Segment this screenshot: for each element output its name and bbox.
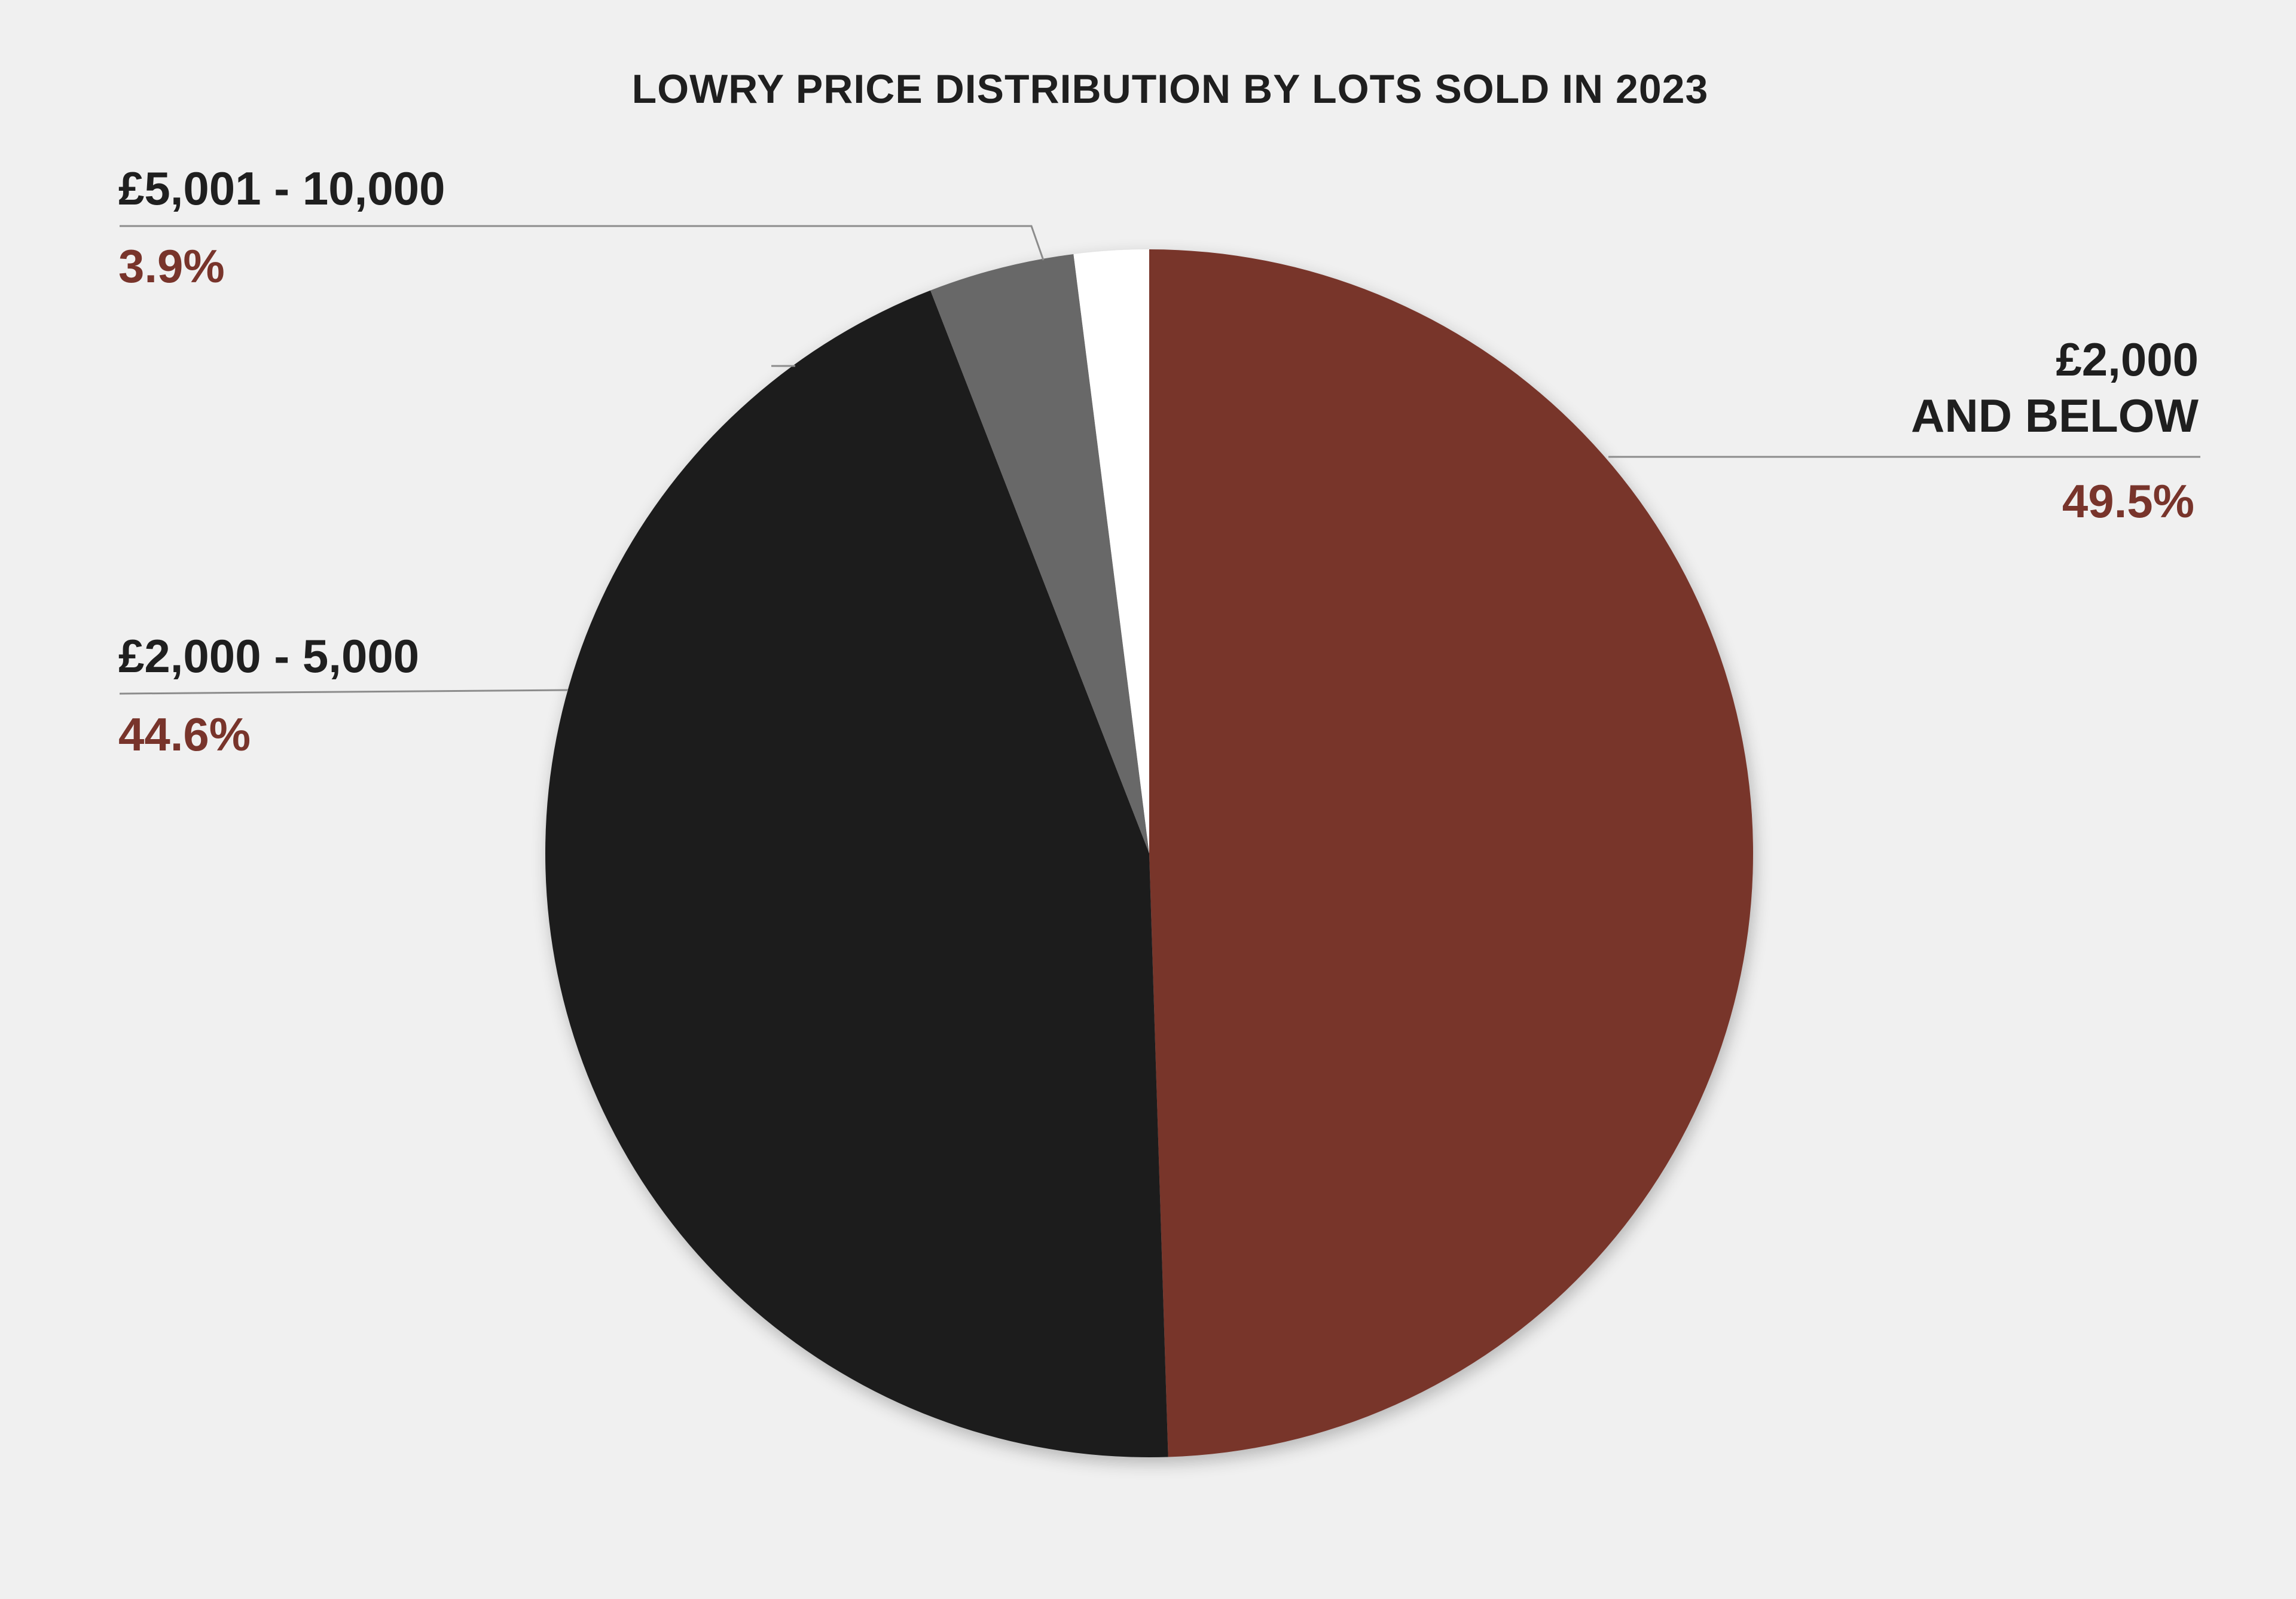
pie-slices xyxy=(545,249,1754,1458)
slice-top-white xyxy=(1073,249,1149,853)
slice-5001-10000 xyxy=(930,254,1149,854)
slice-value-2000-below: 49.5% xyxy=(2062,475,2194,527)
slice-label-2000-5000: £2,000 - 5,000 xyxy=(118,630,419,682)
slice-label-5001-10000: £5,001 - 10,000 xyxy=(118,162,445,215)
slice-label-2000-below-line2: AND BELOW xyxy=(1911,389,2199,442)
slice-2000-and-below xyxy=(1149,249,1754,1457)
leader-line-2000-5000 xyxy=(119,689,569,695)
slice-label-2000-below-line1: £2,000 xyxy=(2056,333,2199,386)
slice-2000-5000 xyxy=(545,290,1168,1458)
slice-value-2000-5000: 44.6% xyxy=(118,708,251,761)
chart-title: LOWRY PRICE DISTRIBUTION BY LOTS SOLD IN… xyxy=(632,66,1709,112)
leader-line-5001-10000 xyxy=(120,225,1045,261)
slice-value-5001-10000: 3.9% xyxy=(118,240,225,292)
